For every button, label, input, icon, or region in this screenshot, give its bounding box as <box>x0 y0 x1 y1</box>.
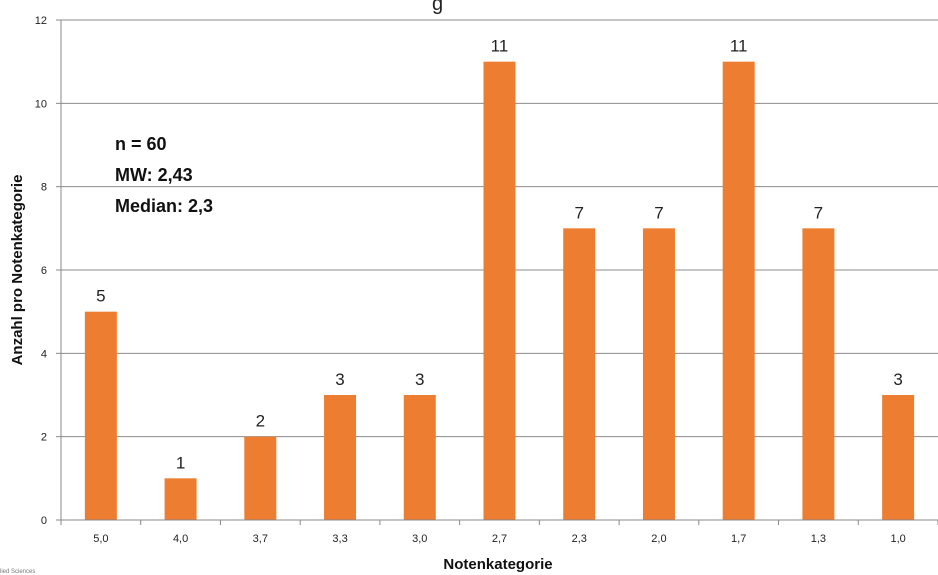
data-label: 3 <box>335 370 344 389</box>
bar <box>324 395 357 520</box>
y-tick-labels: 0 2 4 6 8 10 12 <box>35 15 47 527</box>
x-tick-label: 2,3 <box>572 533 587 545</box>
data-label: 3 <box>893 370 902 389</box>
x-tick-label: 4,0 <box>173 533 188 545</box>
x-tick-label: 5,0 <box>93 533 108 545</box>
bar <box>642 228 675 521</box>
data-label: 7 <box>654 203 663 222</box>
stat-n: n = 60 <box>115 134 167 154</box>
data-labels: 5 1 2 3 3 11 7 7 11 7 3 <box>96 37 903 473</box>
chart-title-partial: g <box>432 0 443 15</box>
x-tick-label: 1,7 <box>731 533 746 545</box>
bar <box>164 478 197 520</box>
y-tick-label: 6 <box>41 265 47 277</box>
bar <box>403 395 436 520</box>
x-tick-label: 3,3 <box>332 533 347 545</box>
y-tick-label: 8 <box>41 182 47 194</box>
y-axis-title: Anzahl pro Notenkategorie <box>9 175 26 366</box>
bar <box>244 436 277 520</box>
bar <box>563 228 596 521</box>
stat-median: Median: 2,3 <box>115 196 213 216</box>
y-tick-label: 10 <box>35 98 47 110</box>
data-label: 1 <box>176 453 185 472</box>
data-label: 2 <box>256 412 265 431</box>
x-axis-title: Notenkategorie <box>443 556 552 573</box>
bar <box>882 395 915 520</box>
data-label: 5 <box>96 287 105 306</box>
y-tick-label: 0 <box>41 515 47 527</box>
bar <box>802 228 835 521</box>
y-tick-label: 2 <box>41 432 47 444</box>
stat-mean: MW: 2,43 <box>115 165 193 185</box>
x-tick-label: 2,0 <box>651 533 666 545</box>
data-label: 7 <box>814 203 823 222</box>
x-tick-label: 2,7 <box>492 533 507 545</box>
x-tick-label: 3,0 <box>412 533 427 545</box>
x-tick-label: 1,0 <box>890 533 905 545</box>
bar <box>722 61 755 521</box>
data-label: 11 <box>730 37 748 56</box>
footer-text: lied Sciences <box>0 569 35 575</box>
x-tick-label: 3,7 <box>253 533 268 545</box>
bar <box>483 61 516 521</box>
x-tick-labels: 5,0 4,0 3,7 3,3 3,0 2,7 2,3 2,0 1,7 1,3 1,0 <box>93 533 906 545</box>
y-tick-label: 4 <box>41 348 47 360</box>
data-label: 7 <box>574 203 583 222</box>
bar <box>84 311 117 520</box>
bars <box>84 61 915 521</box>
data-label: 11 <box>491 37 509 56</box>
data-label: 3 <box>415 370 424 389</box>
x-tick-label: 1,3 <box>811 533 826 545</box>
y-tick-label: 12 <box>35 15 47 27</box>
